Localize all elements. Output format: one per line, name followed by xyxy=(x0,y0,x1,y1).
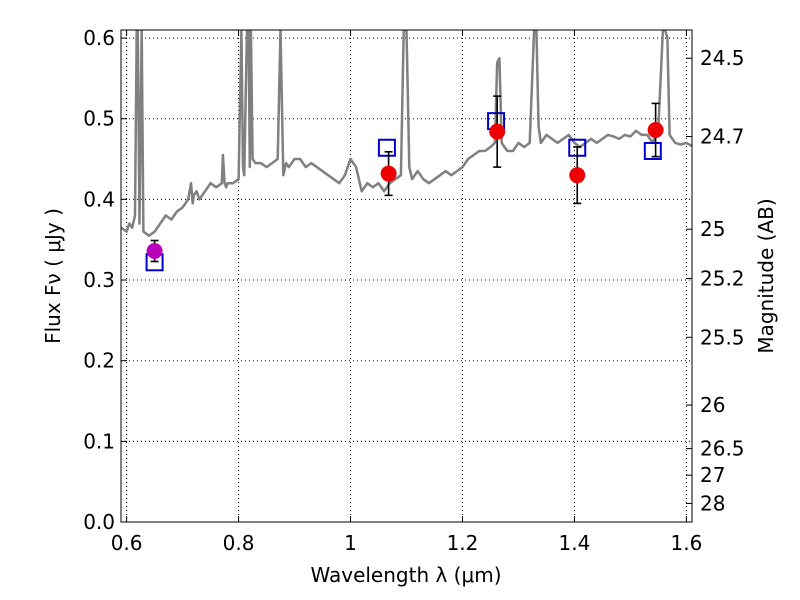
observed-flux-point xyxy=(380,165,397,182)
x-tick-label: 0.8 xyxy=(223,531,255,555)
magnitude-tick-label: 24.5 xyxy=(700,46,745,70)
magnitude-tick-label: 25.5 xyxy=(700,325,745,349)
model-flux-square xyxy=(643,141,662,160)
axis-ticks xyxy=(121,30,692,523)
right-axis-label: Magnitude (AB) xyxy=(754,198,778,353)
plot-frame xyxy=(120,29,693,523)
observed-flux-point xyxy=(647,122,664,139)
y-tick-label: 0.4 xyxy=(83,187,115,211)
x-tick-label: 1.6 xyxy=(670,531,702,555)
x-tick-label: 1.2 xyxy=(447,531,479,555)
x-tick-label: 1.4 xyxy=(559,531,591,555)
magnitude-tick-label: 26.5 xyxy=(700,437,745,461)
observed-flux-point xyxy=(489,123,506,140)
y-tick-label: 0.1 xyxy=(83,429,115,453)
y-tick-label: 0.5 xyxy=(83,107,115,131)
spectrum-layer xyxy=(121,30,692,237)
magnitude-tick-label: 26 xyxy=(700,393,725,417)
magnitude-tick-label: 25.2 xyxy=(700,266,745,290)
x-tick-label: 0.6 xyxy=(111,531,143,555)
y-tick-label: 0.0 xyxy=(83,510,115,534)
spectrum-line xyxy=(121,30,692,237)
x-tick-label: 1 xyxy=(344,531,357,555)
y-tick-label: 0.3 xyxy=(83,268,115,292)
observed-flux-point xyxy=(569,167,586,184)
plot-background xyxy=(121,30,692,522)
y-axis-label: Flux Fν ( μJy ) xyxy=(41,208,65,344)
magnitude-tick-label: 28 xyxy=(700,491,725,515)
observed-flux-point xyxy=(146,242,163,259)
x-axis-label: Wavelength λ (μm) xyxy=(310,563,501,587)
model-flux-square xyxy=(377,138,396,157)
magnitude-tick-label: 27 xyxy=(700,463,725,487)
magnitude-tick-label: 24.7 xyxy=(700,124,745,148)
y-tick-label: 0.2 xyxy=(83,349,115,373)
y-tick-label: 0.6 xyxy=(83,26,115,50)
axis-tick-labels: 0.6 0.8 1 1.2 1.4 1.6 0.0 0.1 0.2 0.3 0.4 0.5 0.6 24.… xyxy=(83,26,744,555)
marker-layer xyxy=(145,95,664,272)
magnitude-tick-label: 25 xyxy=(700,217,725,241)
